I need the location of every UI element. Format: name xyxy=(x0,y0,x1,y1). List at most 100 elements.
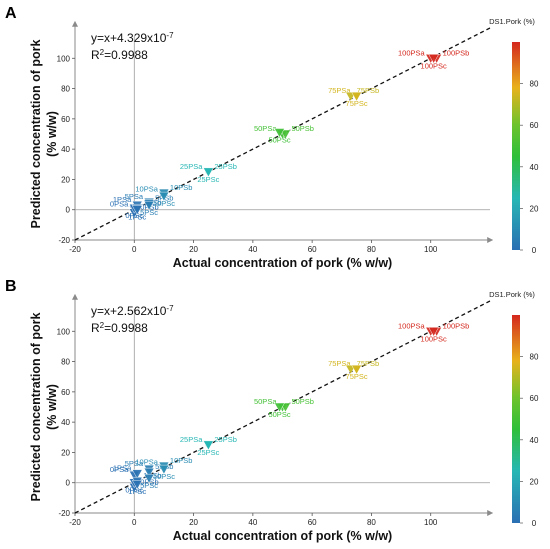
colorbar-tick-label: 0 xyxy=(532,519,537,528)
equation-main: y=x+4.329x10 xyxy=(91,31,167,45)
data-point xyxy=(428,54,440,64)
equation: y=x+2.562x10-7 xyxy=(91,304,174,319)
data-label: 1PSc xyxy=(128,487,146,496)
data-point xyxy=(274,128,285,139)
x-axis-label: Actual concentration of pork (% w/w) xyxy=(173,529,392,543)
data-label: 1PSc xyxy=(128,213,146,222)
x-axis-label: Actual concentration of pork (% w/w) xyxy=(173,256,392,270)
y-tick-label: -20 xyxy=(58,236,70,245)
y-tick-label: 0 xyxy=(66,479,71,488)
r-squared-value: =0.9988 xyxy=(104,321,148,335)
r-squared: R2=0.9988 xyxy=(91,48,148,63)
data-point xyxy=(131,469,143,480)
y-tick-label: 0 xyxy=(66,206,71,215)
equation-exponent: -7 xyxy=(166,304,174,313)
equation-exponent: -7 xyxy=(166,31,174,40)
y-tick-label: 40 xyxy=(61,145,70,154)
data-label: 10PSc xyxy=(153,472,175,481)
data-point xyxy=(280,129,291,140)
data-point xyxy=(351,364,363,375)
data-point xyxy=(202,167,214,178)
x-tick-label: 0 xyxy=(132,518,137,527)
data-label: 1PSa xyxy=(113,195,132,204)
data-label: 50PSa xyxy=(254,397,277,406)
data-label: 1PSa xyxy=(113,464,132,473)
data-label: 10PSc xyxy=(153,199,175,208)
panel-label: A xyxy=(5,5,17,22)
y-tick-label: 100 xyxy=(57,54,71,63)
data-label: 50PSc xyxy=(268,410,290,419)
y-tick-label: -20 xyxy=(58,509,70,518)
panel-label: B xyxy=(5,278,17,295)
x-tick-label: 80 xyxy=(367,245,376,254)
data-label: 100PSc xyxy=(421,61,448,70)
colorbar-tick-label: 60 xyxy=(530,394,539,403)
data-label: 25PSb xyxy=(214,162,237,171)
data-label: 75PSb xyxy=(357,359,380,368)
colorbar xyxy=(512,315,520,523)
data-point xyxy=(351,91,363,102)
data-point xyxy=(131,205,143,216)
data-label: 50PSc xyxy=(268,135,290,144)
r-squared-sup: 2 xyxy=(100,48,105,57)
y-tick-label: 80 xyxy=(61,85,70,94)
x-tick-label: 80 xyxy=(367,518,376,527)
x-tick-label: 20 xyxy=(189,245,198,254)
x-tick-label: 100 xyxy=(424,245,438,254)
equation-main: y=x+2.562x10 xyxy=(91,304,167,318)
data-point xyxy=(143,467,155,478)
data-label: 10PSa xyxy=(135,458,158,467)
y-tick-label: 60 xyxy=(61,388,70,397)
data-label: 75PSc xyxy=(346,99,368,108)
data-label: 25PSc xyxy=(197,175,219,184)
data-point xyxy=(158,191,170,202)
colorbar-tick-label: 20 xyxy=(530,204,539,213)
data-label: 5PSa xyxy=(125,192,144,201)
data-label: 0PSc xyxy=(125,211,143,220)
data-label: 5PSc xyxy=(140,208,158,217)
data-label: 75PSa xyxy=(328,359,351,368)
x-tick-label: -20 xyxy=(69,518,81,527)
data-label: 50PSa xyxy=(254,124,277,133)
equation: y=x+4.329x10-7 xyxy=(91,31,174,46)
r-squared-value: =0.9988 xyxy=(104,48,148,62)
data-label: 10PSb xyxy=(170,183,193,192)
y-axis-label-unit: (% w/w) xyxy=(45,384,59,430)
x-tick-label: 100 xyxy=(424,518,438,527)
data-label: 5PSa xyxy=(125,459,144,468)
data-point xyxy=(428,327,440,337)
y-tick-label: 60 xyxy=(61,115,70,124)
data-label: 25PSb xyxy=(214,435,237,444)
data-point xyxy=(202,440,214,451)
data-label: 75PSb xyxy=(357,86,380,95)
colorbar-tick-label: 40 xyxy=(530,163,539,172)
data-point xyxy=(143,200,155,211)
data-label: 50PSb xyxy=(291,397,314,406)
x-tick-label: 60 xyxy=(308,518,317,527)
colorbar-tick-label: 0 xyxy=(532,246,537,255)
data-label: 25PSc xyxy=(197,448,219,457)
data-label: 75PSa xyxy=(328,86,351,95)
colorbar-title: DS1.Pork (%) xyxy=(489,17,535,26)
r-squared-symbol: R xyxy=(91,321,100,335)
data-label: 0PSa xyxy=(110,200,129,209)
data-label: 50PSb xyxy=(291,124,314,133)
y-tick-label: 80 xyxy=(61,358,70,367)
data-point xyxy=(274,402,285,413)
x-tick-label: 20 xyxy=(189,518,198,527)
y-axis-label: Predicted concentration of pork xyxy=(29,312,43,501)
data-label: 25PSa xyxy=(180,435,203,444)
data-label: 5PSc xyxy=(140,481,158,490)
data-label: 100PSa xyxy=(398,321,426,330)
data-label: 100PSc xyxy=(421,334,448,343)
data-label: 0PSc xyxy=(125,486,143,495)
data-label: 25PSa xyxy=(180,162,203,171)
y-tick-label: 40 xyxy=(61,418,70,427)
r-squared-sup: 2 xyxy=(100,321,105,330)
x-tick-label: 40 xyxy=(248,518,257,527)
data-point xyxy=(158,464,170,475)
y-axis-label: Predicted concentration of pork xyxy=(29,39,43,228)
